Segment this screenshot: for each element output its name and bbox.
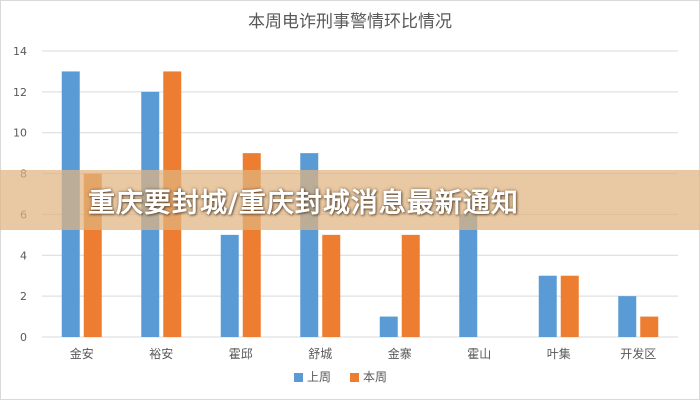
bar-上周-霍邱 xyxy=(220,234,239,337)
x-tick-label: 金寨 xyxy=(388,346,412,361)
legend-swatch xyxy=(350,373,359,382)
y-tick-label: 0 xyxy=(20,331,27,344)
x-tick-label: 金安 xyxy=(70,346,94,361)
bar-上周-开发区 xyxy=(618,296,637,337)
bar-上周-金寨 xyxy=(379,316,398,337)
chart-title: 本周电诈刑事警情环比情况 xyxy=(248,12,452,32)
x-axis-ticks: 金安 裕安 霍邱 舒城 金寨 霍山 叶集 开发区 xyxy=(70,346,657,361)
x-tick-label: 霍山 xyxy=(467,347,491,361)
y-tick-label: 12 xyxy=(13,86,27,99)
x-tick-label: 裕安 xyxy=(149,346,173,361)
bar-本周-叶集 xyxy=(560,275,579,337)
headline-banner: 重庆要封城/重庆封城消息最新通知 xyxy=(0,170,700,230)
bar-上周-霍山 xyxy=(459,214,478,337)
legend: 上周 本周 xyxy=(294,370,387,384)
legend-label: 上周 xyxy=(307,370,331,384)
x-tick-label: 霍邱 xyxy=(229,347,253,361)
headline-text: 重庆要封城/重庆封城消息最新通知 xyxy=(88,187,519,219)
legend-label: 本周 xyxy=(363,370,387,384)
x-tick-label: 开发区 xyxy=(620,346,656,361)
legend-swatch xyxy=(294,373,303,382)
bar-本周-舒城 xyxy=(322,234,341,337)
y-tick-label: 4 xyxy=(20,249,27,262)
x-tick-label: 叶集 xyxy=(547,346,571,361)
y-tick-label: 14 xyxy=(13,45,27,58)
bar-本周-开发区 xyxy=(640,316,659,337)
bar-本周-金寨 xyxy=(401,234,420,337)
bar-上周-叶集 xyxy=(538,275,557,337)
y-tick-label: 10 xyxy=(13,127,27,140)
x-tick-label: 舒城 xyxy=(308,347,332,361)
y-tick-label: 2 xyxy=(20,290,27,303)
